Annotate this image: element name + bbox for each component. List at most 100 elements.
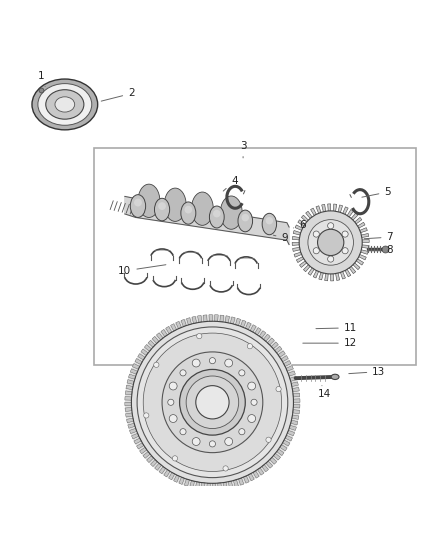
Polygon shape <box>294 252 302 257</box>
Circle shape <box>180 429 186 435</box>
Circle shape <box>328 223 334 229</box>
Polygon shape <box>292 236 300 240</box>
Polygon shape <box>268 338 274 345</box>
Bar <box>94 148 416 365</box>
Polygon shape <box>140 447 147 454</box>
Circle shape <box>225 438 233 446</box>
Polygon shape <box>293 405 300 408</box>
Polygon shape <box>281 356 288 362</box>
Circle shape <box>239 370 245 376</box>
Polygon shape <box>316 206 321 214</box>
Circle shape <box>266 437 271 442</box>
Polygon shape <box>169 472 175 480</box>
Polygon shape <box>209 314 212 321</box>
Polygon shape <box>255 328 261 335</box>
Circle shape <box>137 327 288 478</box>
Polygon shape <box>240 320 246 327</box>
Polygon shape <box>198 316 202 322</box>
Circle shape <box>313 231 319 237</box>
Circle shape <box>328 256 334 262</box>
Polygon shape <box>130 369 138 374</box>
Ellipse shape <box>191 192 213 225</box>
Polygon shape <box>293 247 301 252</box>
Ellipse shape <box>32 79 98 130</box>
Polygon shape <box>187 318 191 325</box>
Polygon shape <box>156 333 163 340</box>
Polygon shape <box>218 483 222 490</box>
Circle shape <box>247 344 253 349</box>
Polygon shape <box>259 331 266 338</box>
Polygon shape <box>283 440 290 446</box>
Polygon shape <box>360 249 368 254</box>
Polygon shape <box>223 482 227 489</box>
Circle shape <box>308 220 353 265</box>
Polygon shape <box>356 259 364 265</box>
Polygon shape <box>340 271 346 279</box>
Circle shape <box>239 429 245 435</box>
Circle shape <box>318 229 344 255</box>
Text: 14: 14 <box>318 386 331 399</box>
Polygon shape <box>184 479 189 486</box>
Ellipse shape <box>262 213 276 235</box>
Polygon shape <box>293 393 300 397</box>
Circle shape <box>197 334 202 339</box>
Ellipse shape <box>46 90 84 119</box>
Ellipse shape <box>134 199 142 206</box>
Polygon shape <box>278 351 285 357</box>
Polygon shape <box>143 451 150 458</box>
Text: 4: 4 <box>223 176 238 191</box>
Circle shape <box>342 231 348 237</box>
Circle shape <box>276 386 281 392</box>
Polygon shape <box>134 438 141 444</box>
Polygon shape <box>166 326 172 334</box>
Polygon shape <box>333 204 337 212</box>
Ellipse shape <box>138 184 160 217</box>
Text: 7: 7 <box>364 232 393 242</box>
Ellipse shape <box>213 210 221 217</box>
Ellipse shape <box>209 206 224 228</box>
Polygon shape <box>292 387 299 392</box>
Circle shape <box>313 248 319 254</box>
Circle shape <box>248 382 256 390</box>
Polygon shape <box>236 318 240 326</box>
Polygon shape <box>125 391 132 395</box>
Text: 9: 9 <box>273 233 288 243</box>
Polygon shape <box>285 435 293 441</box>
Polygon shape <box>328 204 331 212</box>
Circle shape <box>196 386 229 419</box>
Circle shape <box>192 359 200 367</box>
Polygon shape <box>164 470 170 477</box>
Polygon shape <box>126 413 133 417</box>
Polygon shape <box>293 230 301 235</box>
Polygon shape <box>304 264 311 272</box>
Ellipse shape <box>55 97 74 112</box>
Polygon shape <box>352 262 360 270</box>
Polygon shape <box>347 209 353 217</box>
Circle shape <box>125 314 300 490</box>
Circle shape <box>186 376 239 429</box>
Ellipse shape <box>181 202 196 224</box>
Polygon shape <box>295 225 304 231</box>
Circle shape <box>162 352 263 453</box>
Polygon shape <box>190 481 194 488</box>
Polygon shape <box>300 261 307 268</box>
Polygon shape <box>361 245 369 248</box>
Polygon shape <box>275 346 282 353</box>
Polygon shape <box>289 425 297 431</box>
Text: 6: 6 <box>293 220 306 230</box>
Polygon shape <box>138 353 145 360</box>
Circle shape <box>154 362 159 367</box>
Polygon shape <box>228 481 233 488</box>
Ellipse shape <box>184 206 192 214</box>
Ellipse shape <box>131 195 145 217</box>
Polygon shape <box>338 205 343 213</box>
Polygon shape <box>311 208 317 216</box>
Polygon shape <box>313 270 319 278</box>
Polygon shape <box>250 325 256 332</box>
Polygon shape <box>135 359 142 365</box>
Circle shape <box>209 358 215 364</box>
Polygon shape <box>220 315 224 322</box>
Polygon shape <box>127 418 134 423</box>
Polygon shape <box>350 213 358 221</box>
Polygon shape <box>238 478 244 485</box>
